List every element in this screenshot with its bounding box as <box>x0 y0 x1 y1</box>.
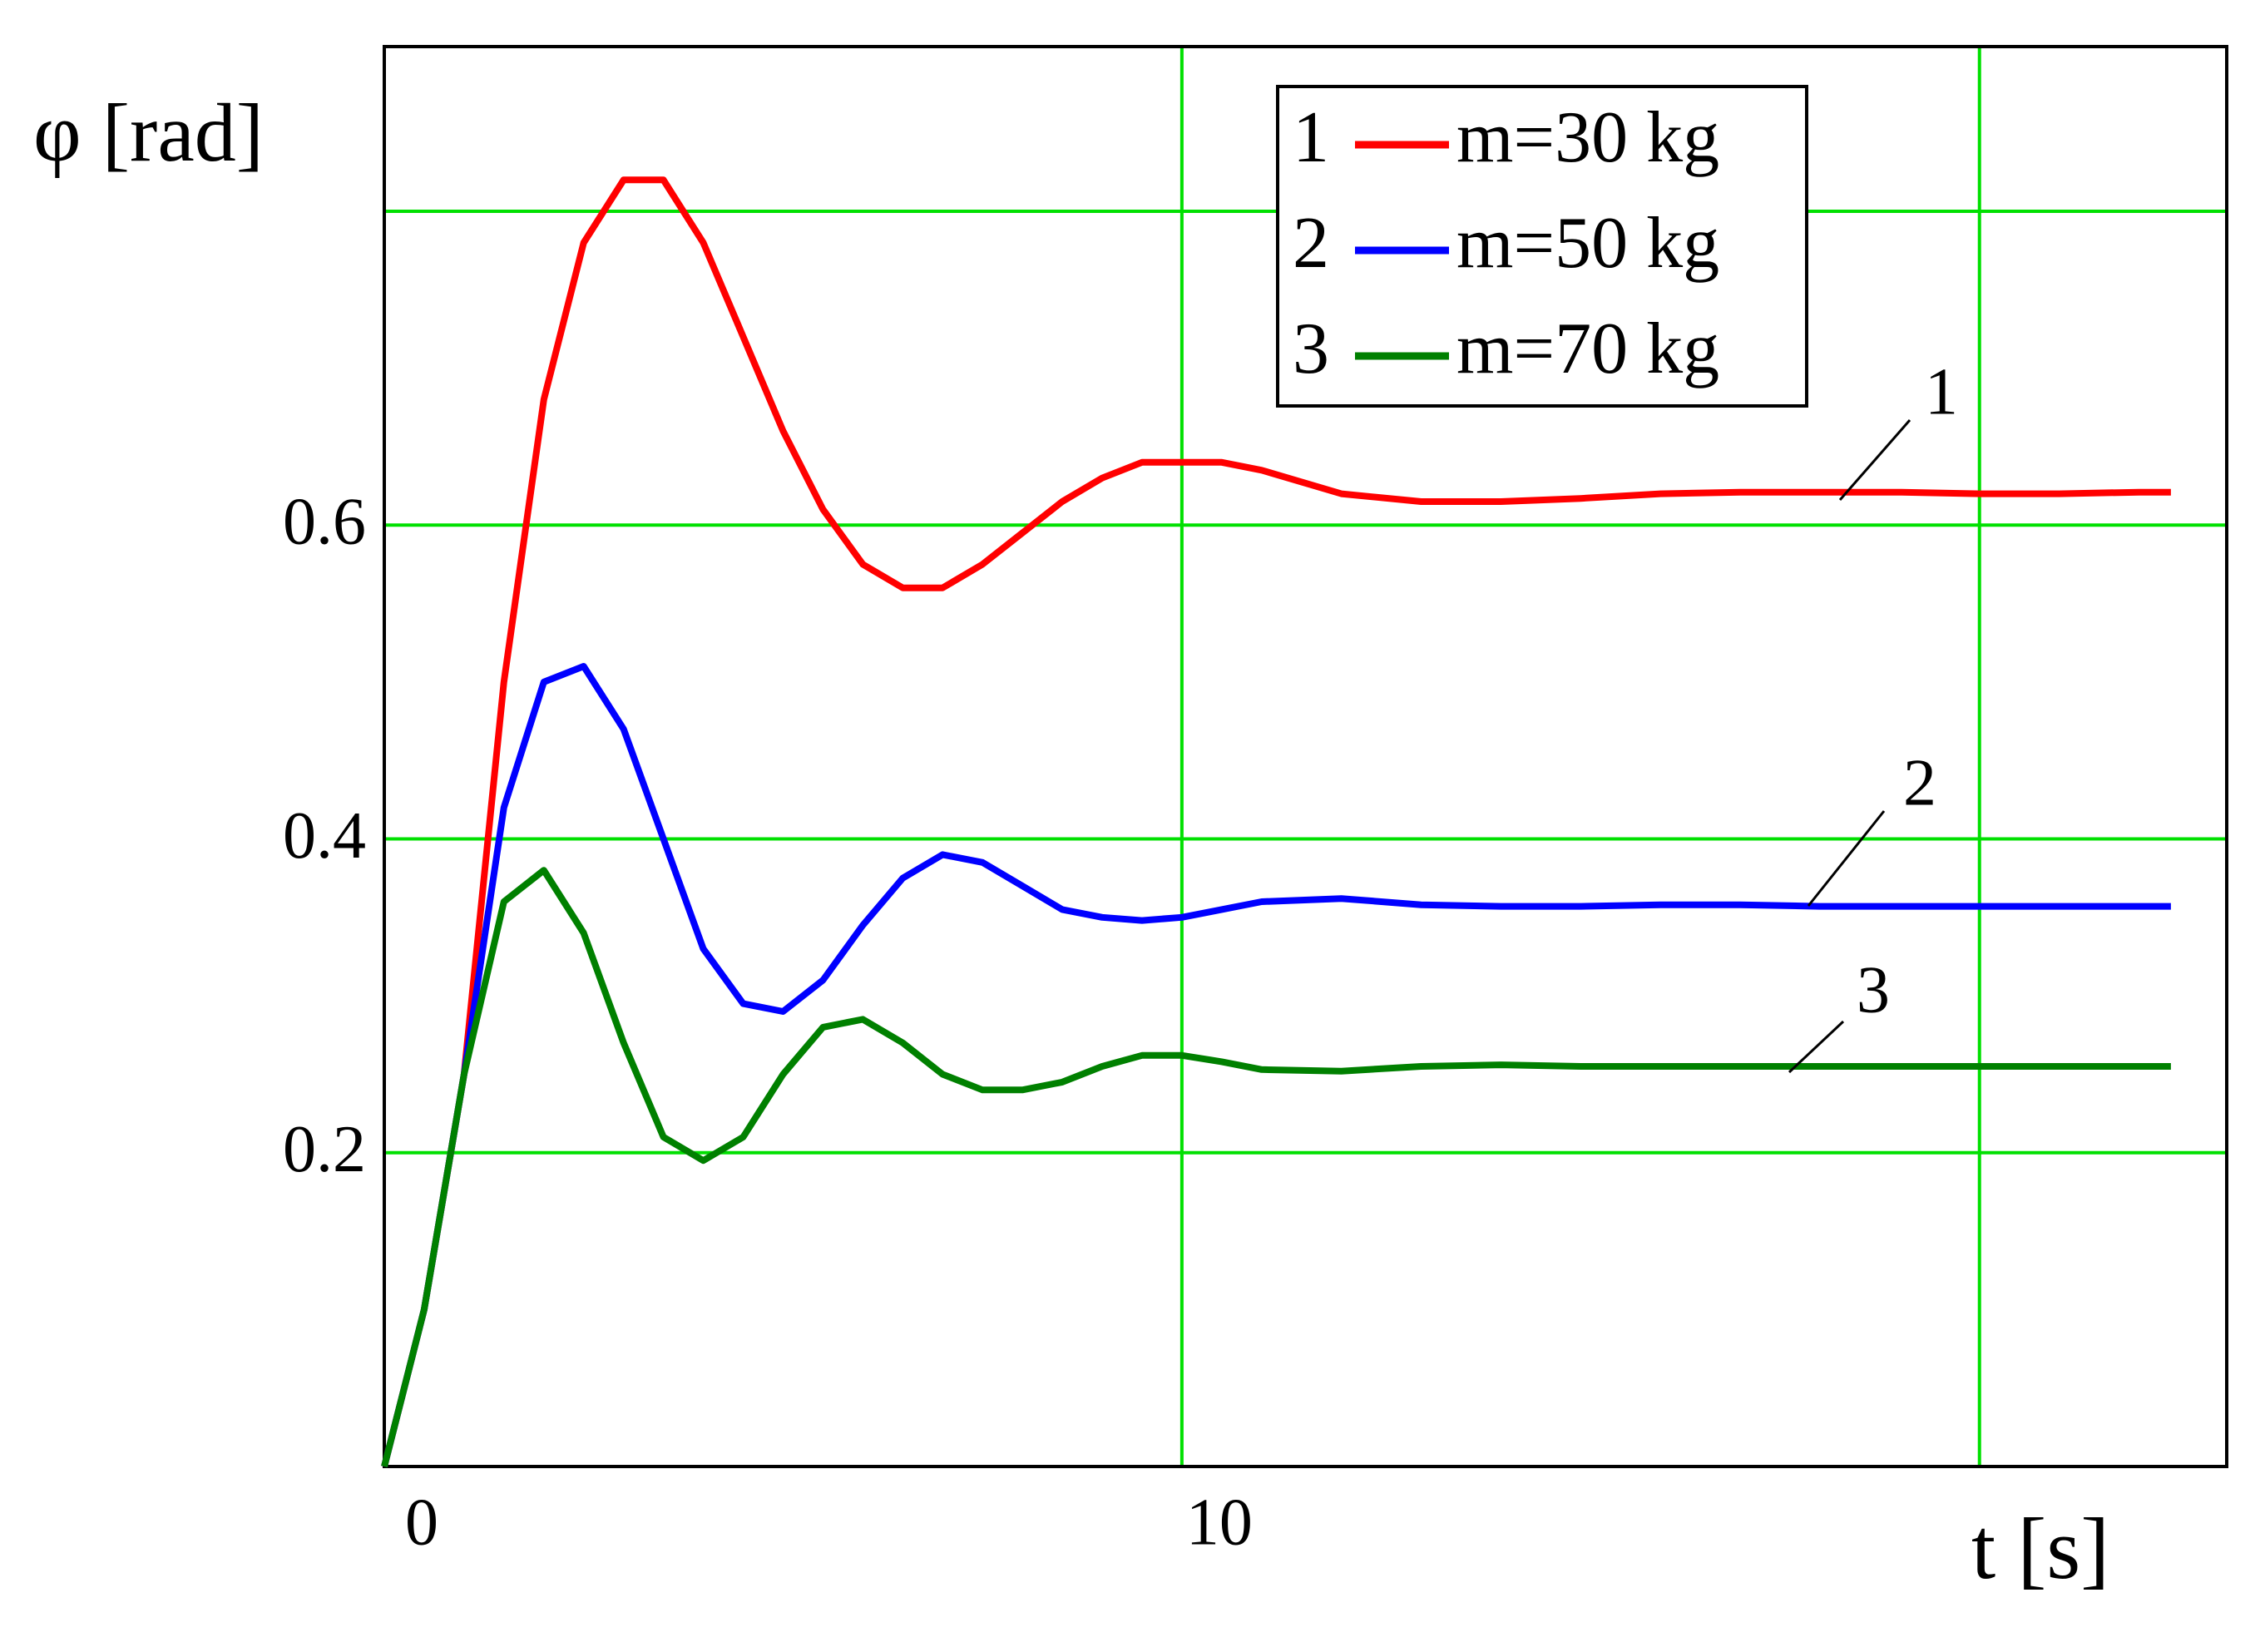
x-tick-label: 0 <box>405 1486 438 1559</box>
plot-frame <box>383 45 2228 1468</box>
legend-number: 1 <box>1293 97 1329 178</box>
leader-line <box>1838 419 1911 501</box>
y-tick-label: 0.4 <box>283 799 366 873</box>
legend-number: 3 <box>1293 309 1329 389</box>
legend-label: m=70 kg <box>1456 309 1719 389</box>
x-tick-label: 10 <box>1186 1486 1253 1559</box>
legend-number: 2 <box>1293 203 1329 284</box>
y-tick-label: 0.6 <box>283 486 366 559</box>
curve-label: 1 <box>1925 355 1958 428</box>
legend-label: m=50 kg <box>1456 203 1719 284</box>
series-line <box>381 867 2171 1467</box>
curve-label: 2 <box>1903 746 1936 819</box>
series-line <box>381 176 2171 1467</box>
y-axis-label: φ [rad] <box>33 87 264 179</box>
legend-label: m=30 kg <box>1456 97 1719 178</box>
leader-line <box>1807 810 1886 907</box>
x-axis-label: t [s] <box>1971 1500 2109 1597</box>
curve-label: 3 <box>1857 953 1890 1026</box>
y-tick-label: 0.2 <box>283 1113 366 1186</box>
series-line <box>381 663 2171 1467</box>
leader-line <box>1788 1020 1845 1074</box>
